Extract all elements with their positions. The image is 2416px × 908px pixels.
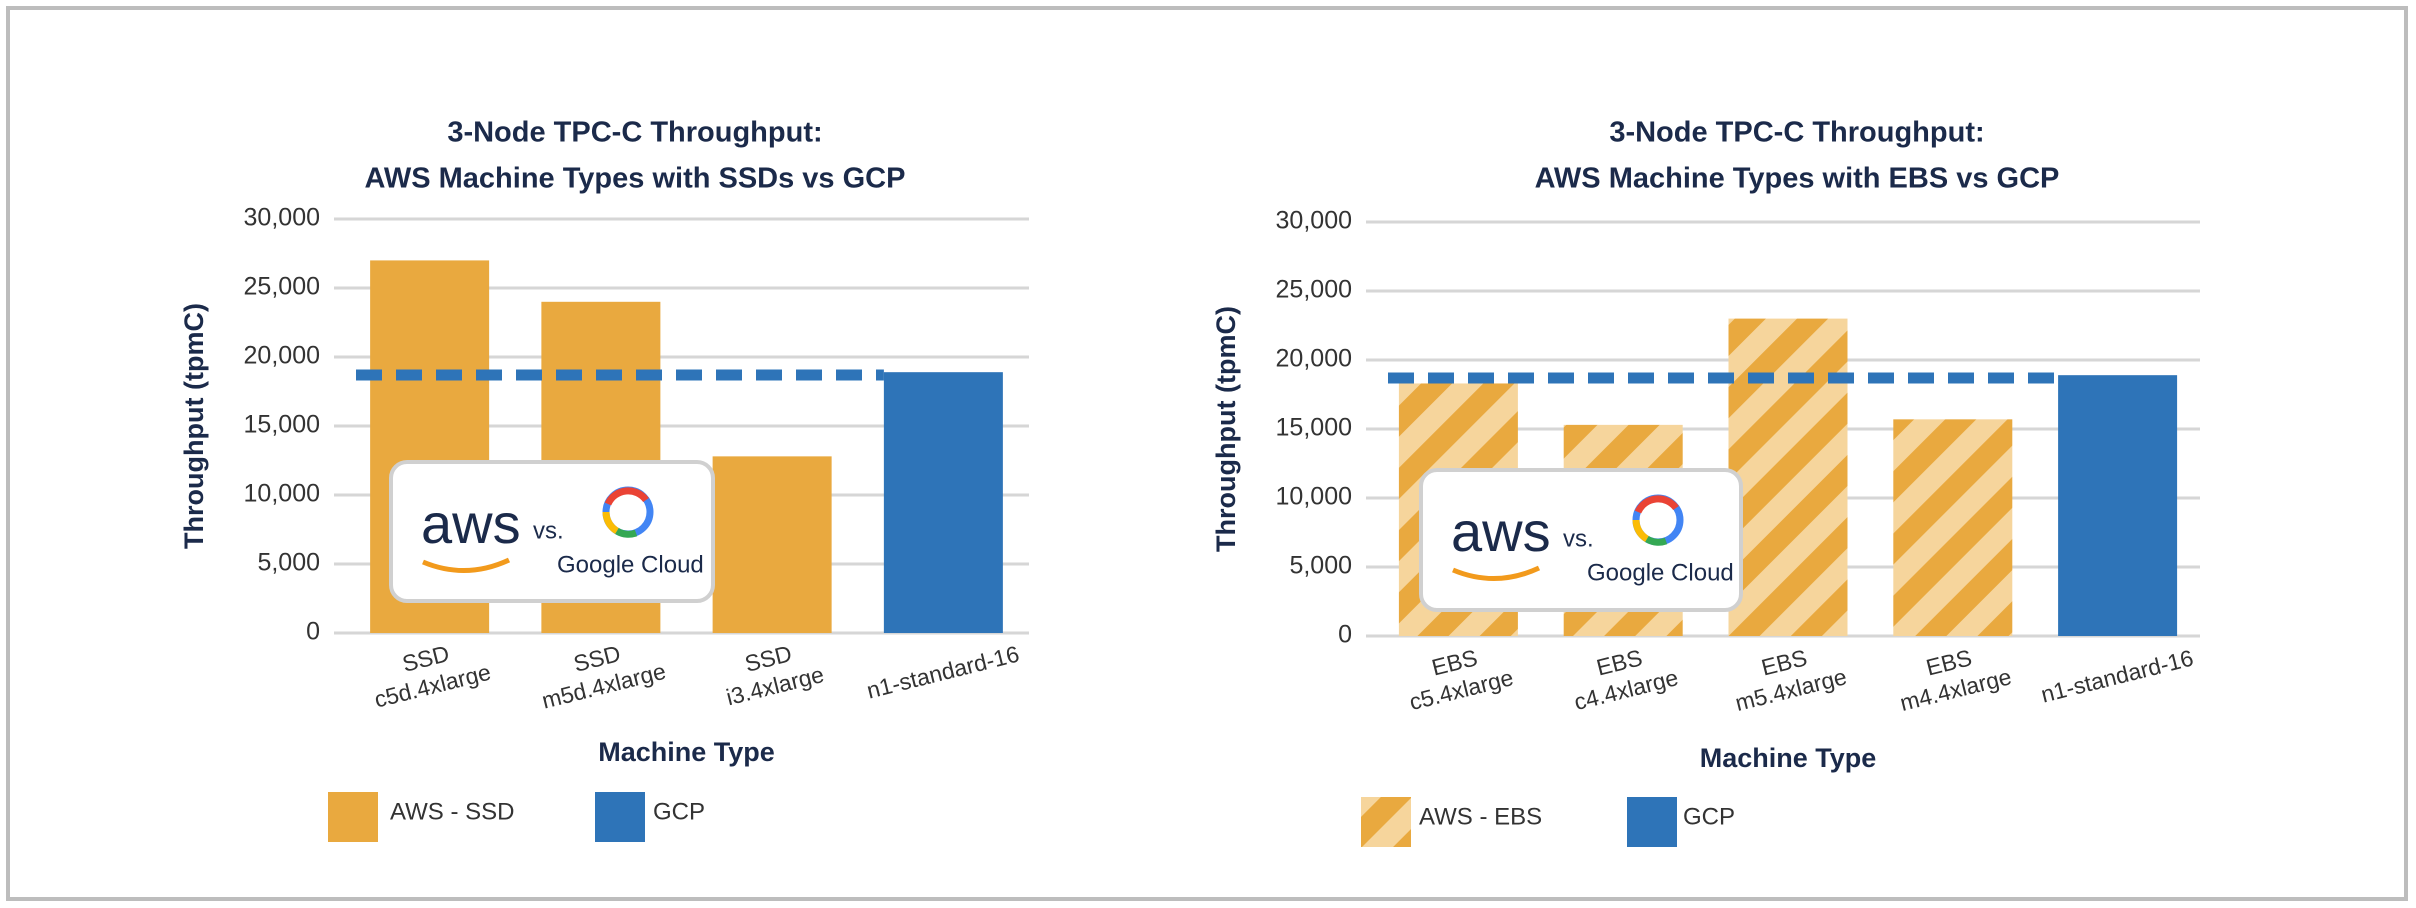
badge-google: Google Cloud xyxy=(557,551,704,578)
badge-aws: aws xyxy=(421,492,521,555)
badge-smile xyxy=(1452,565,1541,581)
badge-cloud-red xyxy=(1634,495,1679,514)
legend-label: AWS - SSD xyxy=(390,798,514,825)
badge-cloud-yellow xyxy=(1632,519,1649,543)
bar xyxy=(883,372,1003,633)
badge-vs: vs. xyxy=(533,517,564,544)
y-tick-label: 30,000 xyxy=(1276,207,1352,235)
y-tick-label: 20,000 xyxy=(1276,345,1352,373)
chart-title: 3-Node TPC-C Throughput: xyxy=(447,117,822,149)
y-tick-label: 5,000 xyxy=(257,549,320,577)
y-tick-label: 25,000 xyxy=(244,273,320,301)
y-tick-label: 10,000 xyxy=(244,480,320,508)
legend-swatch xyxy=(1627,797,1677,847)
chart-title: 3-Node TPC-C Throughput: xyxy=(1609,117,1984,149)
x-axis-label: Machine Type xyxy=(598,737,775,767)
badge-box xyxy=(1419,468,1743,612)
y-tick-label: 30,000 xyxy=(244,204,320,232)
bar xyxy=(2058,375,2178,636)
badge-cloud-yellow xyxy=(602,511,619,535)
legend-swatch xyxy=(1361,797,1411,847)
badge-google: Google Cloud xyxy=(1587,559,1734,586)
legend-swatch xyxy=(328,792,378,842)
bar xyxy=(1893,419,2013,636)
badge-smile xyxy=(422,557,511,573)
y-tick-label: 15,000 xyxy=(1276,414,1352,442)
chart-title: AWS Machine Types with EBS vs GCP xyxy=(1535,163,2060,195)
frame xyxy=(6,6,2408,901)
badge-box xyxy=(389,460,715,603)
badge-cloud-red xyxy=(604,487,649,506)
badge-cloud-green xyxy=(1645,535,1668,546)
bar xyxy=(712,456,832,633)
y-tick-label: 15,000 xyxy=(244,411,320,439)
y-tick-label: 10,000 xyxy=(1276,483,1352,511)
y-tick-label: 5,000 xyxy=(1289,552,1352,580)
y-tick-label: 0 xyxy=(306,618,320,646)
legend-label: GCP xyxy=(653,798,705,825)
legend-label: AWS - EBS xyxy=(1419,803,1542,830)
y-axis-label: Throughput (tpmC) xyxy=(1211,306,1241,552)
x-axis-label: Machine Type xyxy=(1700,743,1877,773)
y-tick-label: 0 xyxy=(1338,621,1352,649)
badge-cloud-green xyxy=(615,527,638,538)
y-tick-label: 20,000 xyxy=(244,342,320,370)
y-axis-label: Throughput (tpmC) xyxy=(179,303,209,549)
badge-vs: vs. xyxy=(1563,525,1594,552)
bar xyxy=(1728,318,1848,636)
chart-title: AWS Machine Types with SSDs vs GCP xyxy=(365,163,906,195)
badge-aws: aws xyxy=(1451,500,1551,563)
y-tick-label: 25,000 xyxy=(1276,276,1352,304)
legend-swatch xyxy=(595,792,645,842)
legend-label: GCP xyxy=(1683,803,1735,830)
